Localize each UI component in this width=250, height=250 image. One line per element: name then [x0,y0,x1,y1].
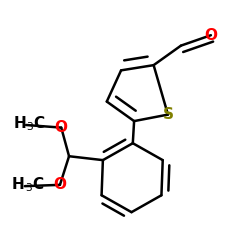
Text: H: H [12,177,25,192]
Text: $_3$C: $_3$C [25,176,44,194]
Text: S: S [162,107,173,122]
Text: $_3$C: $_3$C [26,114,46,133]
Text: O: O [204,28,218,43]
Text: O: O [54,177,66,192]
Text: H: H [13,116,26,131]
Text: O: O [55,120,68,135]
